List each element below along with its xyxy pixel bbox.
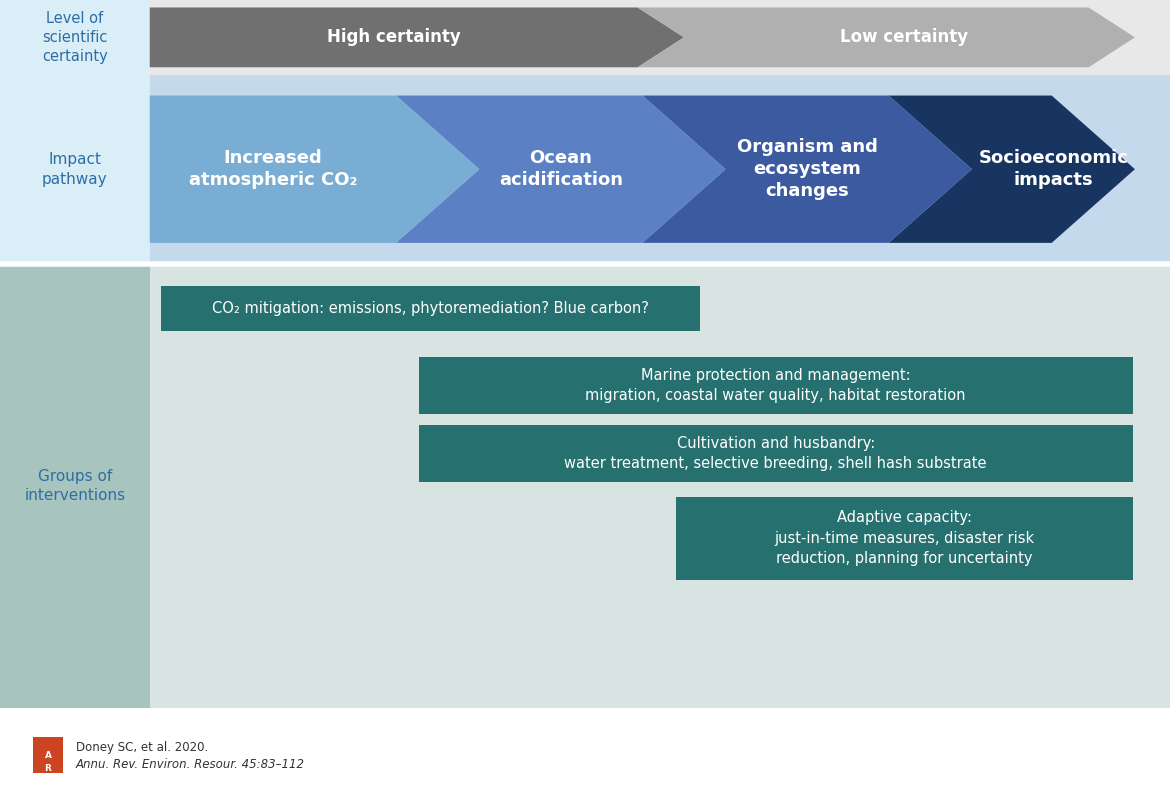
Text: Impact
pathway: Impact pathway: [42, 152, 108, 187]
Bar: [0, 0, 150, 264]
Bar: [419, 357, 1133, 414]
Polygon shape: [638, 7, 1135, 67]
Polygon shape: [889, 95, 1135, 243]
Polygon shape: [395, 95, 725, 243]
Text: Groups of
interventions: Groups of interventions: [25, 468, 125, 504]
Text: CO₂ mitigation: emissions, phytoremediation? Blue carbon?: CO₂ mitigation: emissions, phytoremediat…: [212, 301, 649, 316]
Bar: [161, 286, 700, 331]
Polygon shape: [642, 95, 972, 243]
Text: High certainty: High certainty: [326, 28, 461, 46]
Text: A: A: [44, 751, 51, 760]
Text: Marine protection and management:
migration, coastal water quality, habitat rest: Marine protection and management: migrat…: [585, 368, 966, 403]
Polygon shape: [150, 95, 480, 243]
Polygon shape: [150, 7, 684, 67]
Text: Adaptive capacity:
just-in-time measures, disaster risk
reduction, planning for : Adaptive capacity: just-in-time measures…: [775, 511, 1034, 566]
Bar: [150, 75, 1170, 264]
Text: Cultivation and husbandry:
water treatment, selective breeding, shell hash subst: Cultivation and husbandry: water treatme…: [564, 436, 987, 471]
Text: Doney SC, et al. 2020.: Doney SC, et al. 2020.: [76, 741, 208, 754]
Text: Low certainty: Low certainty: [840, 28, 968, 46]
Text: Level of
scientific
certainty: Level of scientific certainty: [42, 11, 108, 64]
Bar: [676, 497, 1133, 579]
Text: Increased
atmospheric CO₂: Increased atmospheric CO₂: [188, 149, 357, 190]
Text: Organism and
ecosystem
changes: Organism and ecosystem changes: [737, 138, 878, 201]
Text: Annu. Rev. Environ. Resour. 45:83–112: Annu. Rev. Environ. Resour. 45:83–112: [76, 759, 305, 771]
Bar: [150, 0, 1170, 75]
Bar: [150, 264, 1170, 708]
Bar: [0, 264, 150, 708]
Text: R: R: [44, 763, 51, 773]
Text: Socioeconomic
impacts: Socioeconomic impacts: [978, 149, 1128, 190]
Bar: [33, 737, 63, 773]
Bar: [419, 425, 1133, 482]
Text: Ocean
acidification: Ocean acidification: [498, 149, 622, 190]
